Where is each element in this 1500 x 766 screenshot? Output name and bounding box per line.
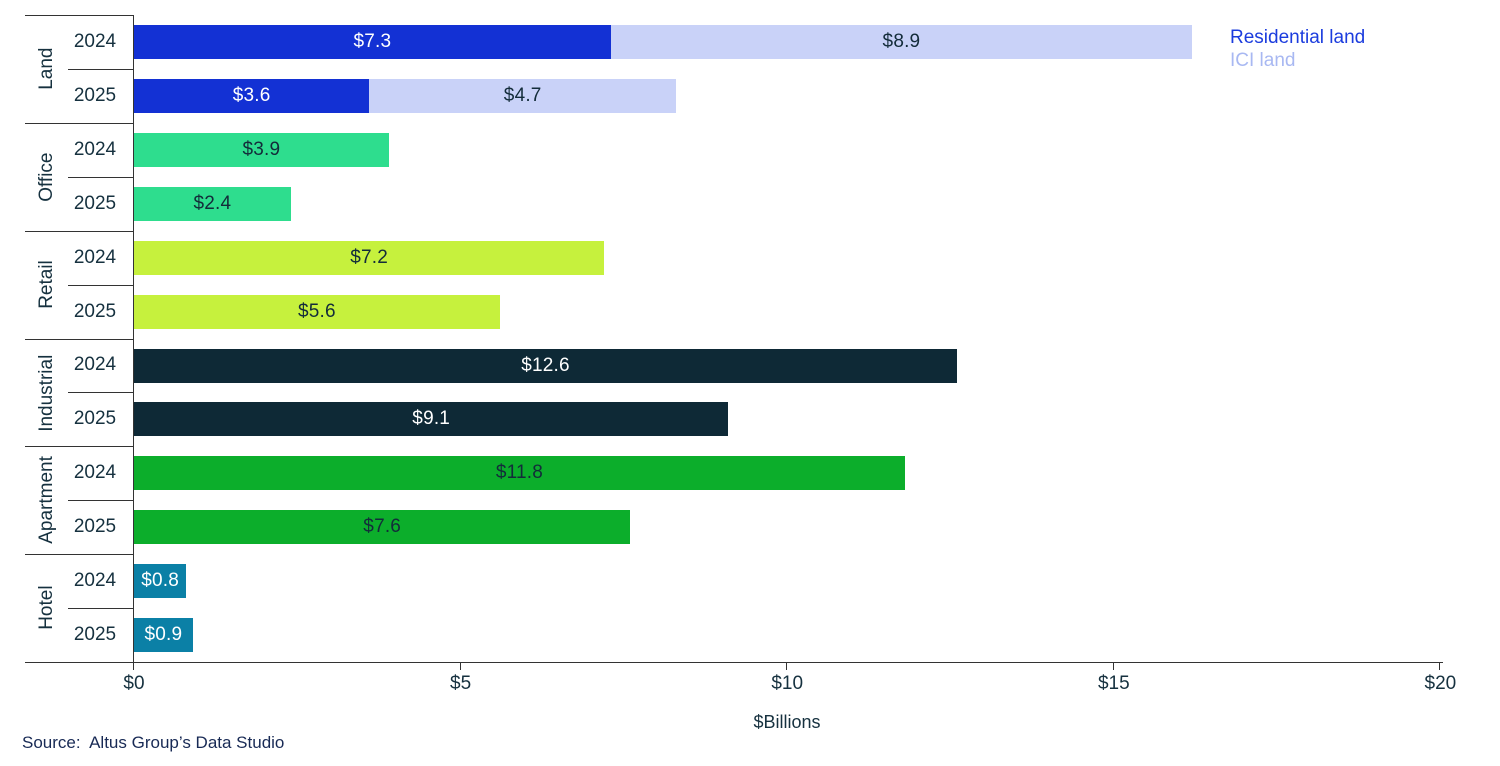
year-label: 2024 — [73, 462, 117, 484]
bar-value-label: $7.6 — [363, 516, 402, 538]
bar-segment-retail: $7.2 — [134, 240, 605, 275]
year-divider — [68, 392, 134, 394]
year-divider — [68, 500, 134, 502]
bar-value-label: $7.2 — [350, 246, 389, 268]
bar-segment-hotel: $0.8 — [134, 564, 187, 599]
x-axis-tick-label: $5 — [450, 673, 472, 694]
year-label: 2024 — [73, 138, 117, 160]
year-divider — [68, 608, 134, 610]
category-divider — [25, 554, 134, 556]
bar-segment-industrial: $12.6 — [134, 348, 957, 383]
year-label: 2025 — [73, 516, 117, 538]
bar-segment-office: $2.4 — [134, 186, 291, 221]
year-label: 2025 — [73, 408, 117, 430]
bar-value-label: $3.6 — [232, 84, 271, 106]
x-axis-tick — [786, 662, 788, 670]
category-divider — [25, 446, 134, 448]
category-divider — [25, 122, 134, 124]
bar-value-label: $9.1 — [412, 408, 451, 430]
bar-value-label: $3.9 — [242, 138, 281, 160]
x-axis-tick — [133, 662, 134, 670]
x-axis-title: $Billions — [753, 712, 821, 732]
year-label: 2024 — [73, 354, 117, 376]
bar-segment-hotel: $0.9 — [134, 618, 193, 652]
category-divider — [25, 230, 134, 232]
x-axis-tick-label: $20 — [1424, 673, 1457, 694]
bar-segment-ici-land: $8.9 — [610, 25, 1193, 59]
year-divider — [68, 284, 134, 286]
bar-value-label: $11.8 — [495, 462, 543, 484]
bar-value-label: $12.6 — [521, 354, 570, 376]
category-divider — [25, 338, 134, 340]
bar-value-label: $2.4 — [193, 192, 232, 214]
year-divider — [68, 176, 134, 178]
year-label: 2024 — [73, 246, 117, 268]
bar-segment-industrial: $9.1 — [134, 402, 729, 437]
bar-value-label: $0.9 — [144, 624, 183, 645]
bar-segment-residential-land: $7.3 — [134, 25, 611, 59]
x-axis-tick-label: $10 — [771, 673, 804, 694]
year-divider — [68, 68, 134, 70]
bar-value-label: $8.9 — [882, 31, 921, 52]
year-label: 2025 — [73, 84, 117, 106]
chart-legend: Residential land ICI land — [1230, 26, 1365, 72]
bar-segment-retail: $5.6 — [134, 294, 500, 329]
bar-segment-residential-land: $3.6 — [134, 78, 370, 113]
bar-segment-office: $3.9 — [134, 132, 389, 167]
bar-segment-ici-land: $4.7 — [369, 78, 677, 113]
year-label: 2025 — [73, 192, 117, 214]
bar-value-label: $7.3 — [353, 31, 392, 52]
legend-entry-ici-land: ICI land — [1230, 50, 1296, 71]
bar-segment-apartment: $7.6 — [134, 510, 631, 545]
year-label: 2024 — [73, 30, 117, 52]
x-axis-tick — [1112, 662, 1114, 670]
x-axis-tick — [459, 662, 461, 670]
bar-value-label: $0.8 — [141, 570, 180, 592]
source-note: Source: Altus Group’s Data Studio — [22, 733, 285, 752]
x-axis-tick-label: $0 — [123, 673, 145, 694]
bar-value-label: $5.6 — [298, 300, 336, 322]
x-axis-tick-label: $15 — [1097, 673, 1130, 694]
category-divider — [25, 15, 134, 16]
year-label: 2025 — [73, 300, 117, 322]
y-axis-line — [133, 15, 134, 662]
year-label: 2024 — [73, 570, 117, 592]
year-label: 2025 — [73, 624, 117, 646]
bar-segment-apartment: $11.8 — [134, 456, 905, 491]
x-axis-tick — [1439, 662, 1441, 670]
legend-entry-residential-land: Residential land — [1230, 27, 1366, 48]
bar-value-label: $4.7 — [503, 84, 542, 106]
x-axis-line — [25, 662, 1443, 663]
